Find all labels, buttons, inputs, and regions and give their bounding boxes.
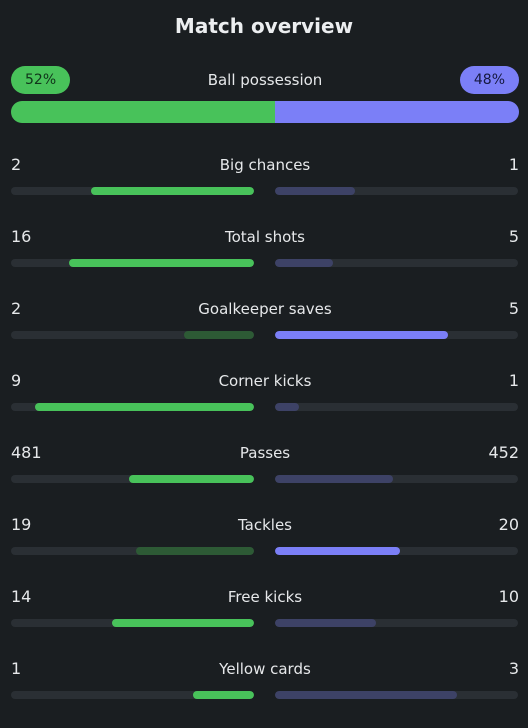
- away-track: [275, 475, 518, 483]
- away-value: 3: [508, 659, 519, 678]
- away-fill: [275, 547, 400, 555]
- home-possession-badge: 52%: [11, 66, 71, 94]
- away-fill: [275, 403, 300, 411]
- stat-label: Tackles: [237, 516, 293, 534]
- away-track: [275, 619, 518, 627]
- stat-row-free-kicks: 14 Free kicks 10: [11, 584, 519, 656]
- home-track: [11, 619, 254, 627]
- home-value: 19: [11, 515, 32, 534]
- away-value: 5: [508, 299, 519, 318]
- possession-bar: [11, 101, 519, 123]
- stat-row-corner-kicks: 9 Corner kicks 1: [11, 368, 519, 440]
- stat-row-tackles: 19 Tackles 20: [11, 512, 519, 584]
- home-value: 16: [11, 227, 32, 246]
- home-value: 2: [11, 155, 22, 174]
- away-track: [275, 187, 518, 195]
- comparison-bars: [11, 259, 519, 267]
- away-possession-fill: [275, 101, 519, 123]
- stat-row-big-chances: 2 Big chances 1: [11, 152, 519, 224]
- home-track: [11, 475, 254, 483]
- home-fill: [183, 331, 254, 339]
- home-possession-fill: [11, 101, 276, 123]
- stat-label: Total shots: [225, 228, 305, 246]
- away-track: [275, 259, 518, 267]
- possession-header: 52% Ball possession 48%: [11, 66, 519, 94]
- home-track: [11, 691, 254, 699]
- home-fill: [193, 691, 254, 699]
- away-value: 1: [508, 371, 519, 390]
- home-fill: [112, 619, 254, 627]
- stat-label: Goalkeeper saves: [198, 300, 332, 318]
- away-value: 20: [498, 515, 519, 534]
- comparison-bars: [11, 475, 519, 483]
- away-value: 1: [508, 155, 519, 174]
- stat-row-yellow-cards: 1 Yellow cards 3: [11, 656, 519, 728]
- ball-possession: 52% Ball possession 48%: [11, 66, 519, 126]
- home-track: [11, 187, 254, 195]
- away-fill: [275, 259, 334, 267]
- stats-list: 2 Big chances 1 16 Total shots 5 2 Goalk…: [11, 152, 519, 728]
- home-fill: [91, 187, 254, 195]
- comparison-bars: [11, 331, 519, 339]
- away-value: 452: [488, 443, 519, 462]
- away-fill: [275, 475, 393, 483]
- away-fill: [275, 619, 377, 627]
- stat-row-passes: 481 Passes 452: [11, 440, 519, 512]
- home-track: [11, 547, 254, 555]
- home-value: 1: [11, 659, 22, 678]
- stat-label: Corner kicks: [218, 372, 312, 390]
- away-fill: [275, 691, 458, 699]
- stat-label: Big chances: [219, 156, 311, 174]
- stat-row-total-shots: 16 Total shots 5: [11, 224, 519, 296]
- home-track: [11, 403, 254, 411]
- away-fill: [275, 331, 448, 339]
- away-value: 10: [498, 587, 519, 606]
- away-possession-badge: 48%: [459, 66, 519, 94]
- home-fill: [135, 547, 254, 555]
- stat-label: Passes: [239, 444, 291, 462]
- away-track: [275, 331, 518, 339]
- home-value: 2: [11, 299, 22, 318]
- comparison-bars: [11, 403, 519, 411]
- away-value: 5: [508, 227, 519, 246]
- stat-label: Yellow cards: [219, 660, 311, 678]
- comparison-bars: [11, 547, 519, 555]
- home-track: [11, 259, 254, 267]
- comparison-bars: [11, 691, 519, 699]
- away-fill: [275, 187, 356, 195]
- possession-label: Ball possession: [207, 71, 323, 89]
- away-track: [275, 547, 518, 555]
- home-fill: [35, 403, 254, 411]
- comparison-bars: [11, 187, 519, 195]
- home-fill: [128, 475, 254, 483]
- away-track: [275, 403, 518, 411]
- page-title: Match overview: [174, 14, 354, 38]
- home-value: 481: [11, 443, 42, 462]
- stat-label: Free kicks: [227, 588, 303, 606]
- comparison-bars: [11, 619, 519, 627]
- home-fill: [69, 259, 254, 267]
- home-value: 14: [11, 587, 32, 606]
- home-track: [11, 331, 254, 339]
- away-track: [275, 691, 518, 699]
- home-value: 9: [11, 371, 22, 390]
- stat-row-goalkeeper-saves: 2 Goalkeeper saves 5: [11, 296, 519, 368]
